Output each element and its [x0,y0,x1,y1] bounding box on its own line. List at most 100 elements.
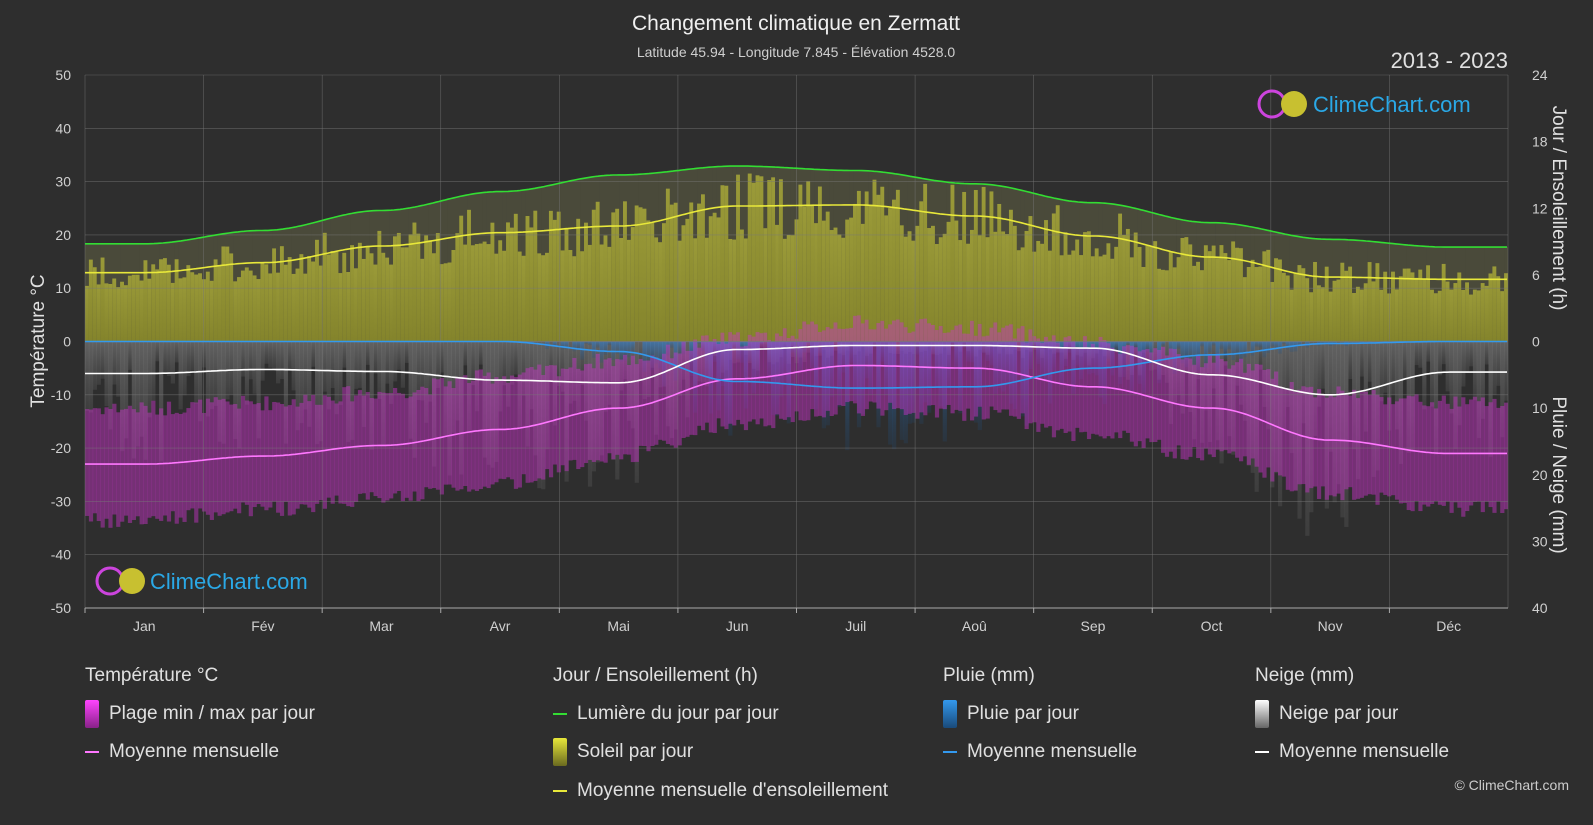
snow-daily-bar [1441,341,1446,365]
sunshine-daily-bar [1211,245,1216,342]
sunshine-daily-bar [736,174,741,342]
sunshine-daily-bar [201,279,207,342]
rain-daily-bar [1180,341,1185,364]
snow-daily-bar [545,341,550,450]
snow-daily-bar [1391,341,1396,396]
rain-daily-bar [751,341,756,394]
temp-range-daily-bar [1227,368,1232,454]
snow-daily-bar [283,341,289,444]
sunshine-daily-bar [1184,237,1189,342]
temp-range-daily-bar [572,357,577,460]
snow-daily-bar [1500,341,1505,438]
rain-daily-bar [1047,341,1053,404]
snow-daily-bar [260,341,265,381]
sunshine-daily-bar [1472,289,1478,342]
temp-range-daily-bar [665,344,671,444]
sunshine-daily-bar [326,254,331,342]
sunshine-daily-bar [283,264,289,342]
rain-daily-bar [1001,341,1006,392]
snow-daily-bar [443,341,448,436]
temp-range-daily-bar [697,347,702,426]
rain-daily-bar [552,341,558,348]
rain-daily-bar [1094,341,1099,376]
rain-daily-bar [1235,341,1240,356]
rain-daily-bar [615,341,620,354]
sunshine-daily-bar [1426,265,1431,342]
temp-range-daily-bar [291,399,296,515]
sunshine-daily-bar [287,257,292,342]
y-right-top-tick-label: 0 [1532,334,1540,350]
temp-range-daily-bar [194,402,199,523]
rain-daily-bar [697,341,702,344]
temp-range-daily-bar [1406,395,1411,511]
sunshine-daily-bar [311,261,316,342]
snow-daily-bar [287,341,292,371]
snow-daily-bar [252,341,257,394]
temp-range-daily-bar [880,320,885,416]
rain-daily-bar [806,341,811,344]
temp-range-daily-bar [634,364,639,462]
temp-range-daily-bar [919,319,924,413]
temp-range-daily-bar [502,376,507,480]
sunshine-daily-bar [934,244,940,342]
snow-daily-bar [233,341,238,440]
snow-daily-bar [537,341,542,489]
snow-daily-bar [1406,341,1411,453]
snow-daily-bar [435,341,441,388]
sunshine-daily-bar [1219,245,1224,342]
sunshine-daily-bar [1266,249,1271,342]
snow-daily-bar [1153,341,1158,370]
rain-daily-bar [759,341,764,345]
rain-daily-bar [1067,341,1072,353]
temp-range-daily-bar [1086,347,1092,440]
logo-text-bottom: ClimeChart.com [150,569,308,594]
sunshine-daily-bar [474,244,480,342]
temp-range-daily-bar [833,322,838,415]
temp-range-daily-bar [213,397,218,513]
sunshine-daily-bar [646,220,651,342]
snow-daily-bar [338,341,343,406]
sunshine-daily-bar [330,251,335,342]
sunshine-daily-bar [248,270,253,342]
sunshine-daily-bar [1363,283,1368,342]
temp-range-daily-bar [642,360,647,447]
snow-daily-bar [221,341,226,444]
sunshine-daily-bar [1301,268,1306,342]
snow-daily-bar [431,341,437,467]
temp-range-daily-bar [962,333,967,421]
sunshine-daily-bar [985,237,990,342]
rain-daily-bar [1274,341,1279,349]
brand-logo-top[interactable]: ClimeChart.com [1257,89,1471,119]
temp-range-daily-bar [1340,390,1345,501]
rain-daily-bar [587,341,593,345]
sunshine-daily-bar [1001,231,1006,342]
temp-range-daily-bar [806,324,811,421]
snow-daily-bar [1161,341,1166,376]
brand-logo-bottom[interactable]: ClimeChart.com [95,566,308,596]
rain-daily-bar [872,341,877,348]
series-lines [85,165,1507,465]
snow-daily-bar [334,341,339,415]
sunshine-daily-bar [123,285,129,342]
snow-daily-bar [1336,341,1341,485]
snow-daily-bar [100,341,105,379]
temp-range-daily-bar [817,332,823,416]
sunshine-daily-bar [509,227,515,342]
rain-daily-bar [743,341,749,409]
rain-daily-bar [704,341,710,379]
sunshine-daily-bar [1044,220,1049,342]
temp-range-daily-bar [860,323,866,416]
rain-daily-bar [689,341,694,377]
temp-range-daily-bar [1133,347,1138,447]
sunshine-daily-bar [439,264,444,342]
snow-daily-bar [1352,341,1357,450]
sunshine-daily-bar [580,251,585,342]
snow-daily-bar [303,341,308,410]
temp-range-daily-bar [556,376,561,473]
x-tick-label: Déc [1436,618,1461,634]
snow-daily-bar [1324,341,1329,509]
logo-globe-icon [1281,91,1307,117]
temp-range-daily-bar [416,389,421,502]
rain-daily-bar [1157,341,1162,384]
sunshine-daily-bar [1453,283,1458,342]
